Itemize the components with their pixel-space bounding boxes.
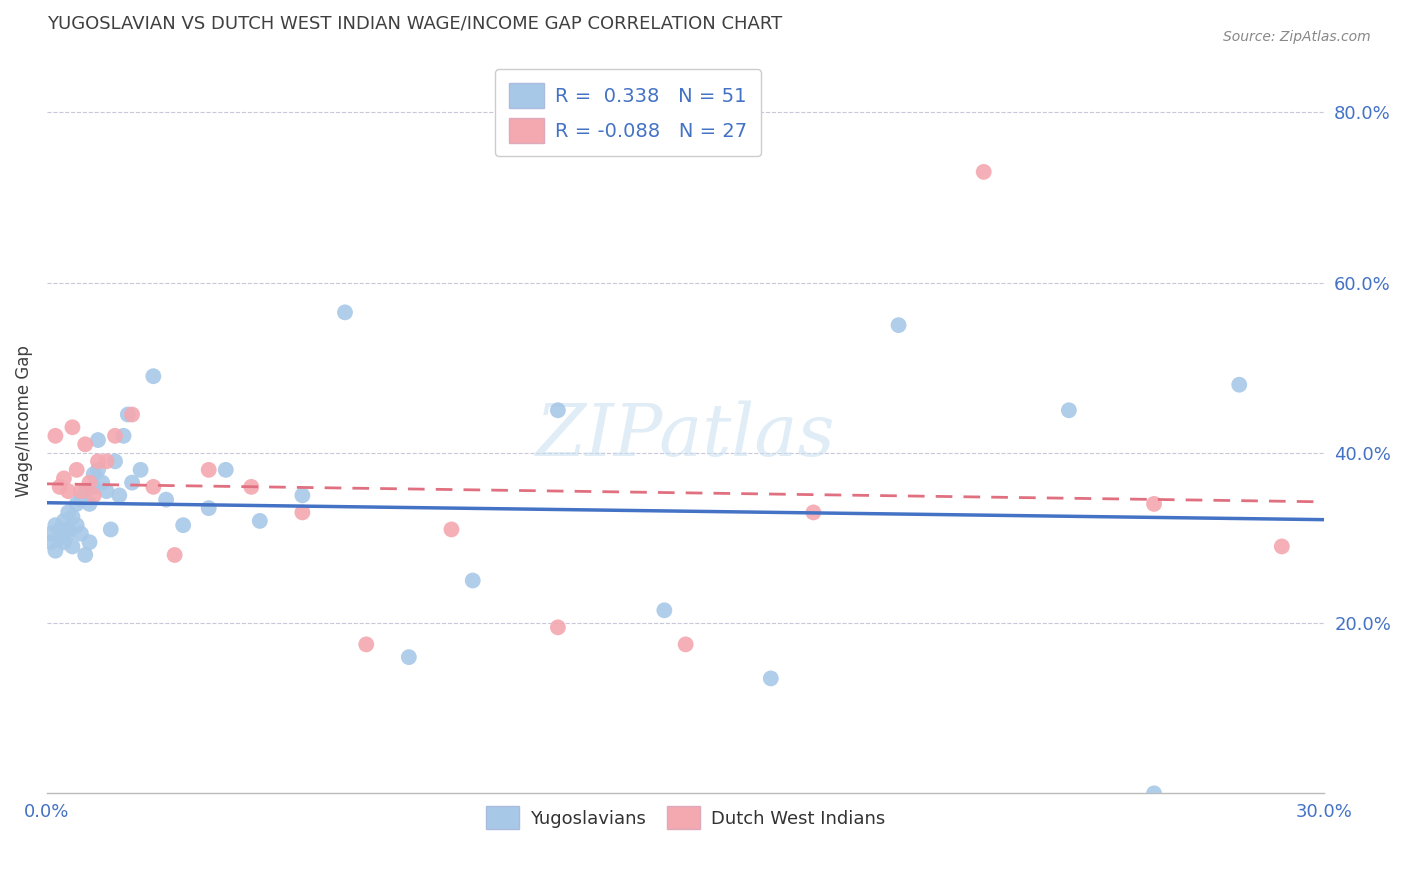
Point [79,475,101,490]
Point [70,484,93,499]
Point [66,497,89,511]
Point [70,492,93,507]
Point [52,471,75,485]
Point [108,488,131,502]
Point [240,480,263,494]
Point [547,403,569,417]
Point [121,475,143,490]
Point [1143,786,1166,800]
Point [215,463,238,477]
Point [356,637,378,651]
Point [48,523,70,537]
Point [87,454,110,468]
Point [96,484,118,499]
Point [66,463,89,477]
Point [1227,377,1250,392]
Point [197,463,219,477]
Point [44,543,66,558]
Point [48,480,70,494]
Point [70,526,93,541]
Point [56,505,79,519]
Point [675,637,697,651]
Point [1271,540,1294,554]
Point [75,437,97,451]
Point [39,526,62,541]
Point [75,548,97,562]
Point [440,523,463,537]
Point [79,497,101,511]
Point [291,505,314,519]
Point [56,484,79,499]
Point [91,475,114,490]
Point [44,429,66,443]
Point [56,523,79,537]
Point [83,488,105,502]
Point [62,420,84,434]
Point [142,480,165,494]
Point [104,454,127,468]
Y-axis label: Wage/Income Gap: Wage/Income Gap [15,345,32,497]
Point [62,540,84,554]
Point [96,454,118,468]
Text: Source: ZipAtlas.com: Source: ZipAtlas.com [1223,30,1371,45]
Point [1143,497,1166,511]
Point [803,505,825,519]
Point [142,369,165,384]
Point [87,463,110,477]
Point [547,620,569,634]
Text: YUGOSLAVIAN VS DUTCH WEST INDIAN WAGE/INCOME GAP CORRELATION CHART: YUGOSLAVIAN VS DUTCH WEST INDIAN WAGE/IN… [46,15,782,33]
Point [52,535,75,549]
Point [973,165,995,179]
Point [83,480,105,494]
Point [155,492,177,507]
Point [44,518,66,533]
Point [129,463,152,477]
Point [75,484,97,499]
Point [117,408,139,422]
Point [654,603,676,617]
Point [759,672,782,686]
Point [62,509,84,524]
Legend: Yugoslavians, Dutch West Indians: Yugoslavians, Dutch West Indians [479,799,891,837]
Point [56,526,79,541]
Point [291,488,314,502]
Point [100,523,122,537]
Point [66,518,89,533]
Point [48,531,70,545]
Text: ZIPatlas: ZIPatlas [536,401,835,471]
Point [333,305,356,319]
Point [112,429,135,443]
Point [87,433,110,447]
Point [887,318,910,332]
Point [249,514,271,528]
Point [1057,403,1080,417]
Point [197,501,219,516]
Point [398,650,420,665]
Point [172,518,194,533]
Point [79,535,101,549]
Point [83,467,105,482]
Point [52,514,75,528]
Point [121,408,143,422]
Point [104,429,127,443]
Point [163,548,186,562]
Point [39,535,62,549]
Point [461,574,484,588]
